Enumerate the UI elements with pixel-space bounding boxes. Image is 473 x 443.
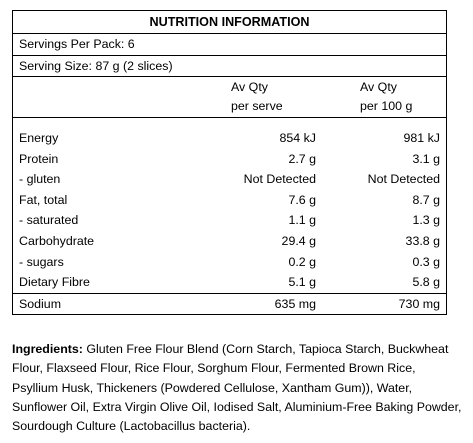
nutrient-name: Carbohydrate: [19, 233, 95, 248]
spacer: [13, 118, 446, 128]
nutrient-name: Fat, total: [19, 192, 68, 207]
column-header-row: Av Qty per serve Av Qty per 100 g: [13, 77, 446, 118]
per-serve-value: 854 kJ: [279, 131, 316, 145]
nutrient-name: - saturated: [19, 213, 79, 228]
nutrition-panel: NUTRITION INFORMATION Servings Per Pack:…: [12, 10, 447, 316]
per-100g-value: 0.3 g: [412, 254, 440, 269]
nutrient-row-protein: Protein 2.7 g 3.1 g: [13, 149, 446, 170]
nutrient-row-saturated: - saturated 1.1 g 1.3 g: [13, 210, 446, 231]
column-header-per-serve: Av Qty per serve: [231, 77, 341, 115]
panel-title: NUTRITION INFORMATION: [13, 11, 446, 34]
column-header-line: Av Qty: [360, 80, 397, 94]
per-serve-value: 29.4 g: [281, 233, 316, 248]
per-serve-value: 5.1 g: [288, 275, 316, 290]
nutrient-row-fat-total: Fat, total 7.6 g 8.7 g: [13, 190, 446, 211]
nutrient-name: Protein: [19, 151, 59, 166]
per-serve-value: 0.2 g: [288, 254, 316, 269]
per-100g-value: 8.7 g: [412, 192, 440, 207]
per-100g-value: 730 mg: [398, 296, 440, 311]
nutrient-row-energy: Energy 854 kJ 981 kJ: [13, 128, 446, 149]
nutrient-name: Energy: [19, 131, 59, 145]
nutrient-row-carbohydrate: Carbohydrate 29.4 g 33.8 g: [13, 231, 446, 252]
nutrient-row-dietary-fibre: Dietary Fibre 5.1 g 5.8 g: [13, 272, 446, 293]
per-100g-value: Not Detected: [367, 172, 440, 187]
nutrient-row-sodium: Sodium 635 mg 730 mg: [13, 292, 446, 315]
per-100g-value: 981 kJ: [403, 131, 440, 145]
servings-per-pack: Servings Per Pack: 6: [13, 34, 446, 56]
column-header-line: per serve: [231, 98, 283, 113]
nutrient-name: - gluten: [19, 172, 61, 187]
nutrient-row-gluten: - gluten Not Detected Not Detected: [13, 169, 446, 190]
nutrient-name: Dietary Fibre: [19, 275, 90, 290]
per-serve-value: Not Detected: [243, 172, 316, 187]
nutrient-name: Sodium: [19, 296, 62, 311]
per-100g-value: 33.8 g: [405, 233, 440, 248]
column-header-per-100g: Av Qty per 100 g: [360, 77, 470, 115]
ingredients-label: Ingredients:: [12, 342, 83, 356]
per-serve-value: 7.6 g: [288, 192, 316, 207]
per-serve-value: 1.1 g: [288, 213, 316, 228]
ingredients-block: Ingredients: Gluten Free Flour Blend (Co…: [12, 340, 462, 436]
serving-size: Serving Size: 87 g (2 slices): [13, 56, 446, 77]
per-serve-value: 635 mg: [274, 296, 316, 311]
per-100g-value: 5.8 g: [412, 275, 440, 290]
column-header-line: Av Qty: [231, 80, 268, 94]
column-header-line: per 100 g: [360, 98, 413, 113]
per-100g-value: 1.3 g: [412, 213, 440, 228]
per-serve-value: 2.7 g: [288, 151, 316, 166]
ingredients-text: Gluten Free Flour Blend (Corn Starch, Ta…: [12, 342, 462, 434]
nutrient-row-sugars: - sugars 0.2 g 0.3 g: [13, 252, 446, 273]
nutrient-name: - sugars: [19, 254, 64, 269]
per-100g-value: 3.1 g: [412, 151, 440, 166]
